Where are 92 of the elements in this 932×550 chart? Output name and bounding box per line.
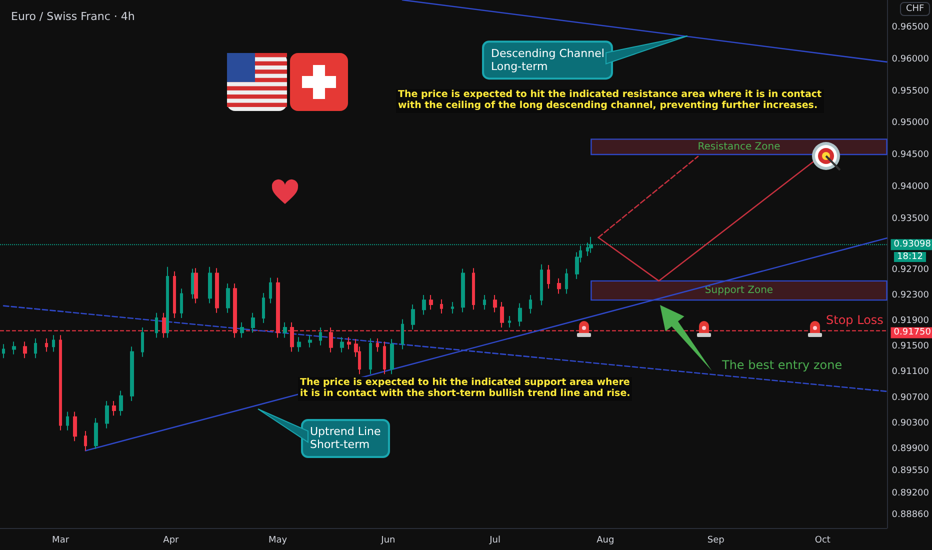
candlestick <box>319 327 322 346</box>
candlestick <box>472 268 475 310</box>
y-tick-label: 0.89200 <box>892 488 930 499</box>
candlestick <box>194 268 198 304</box>
candlestick <box>440 298 443 314</box>
candlestick <box>518 302 522 327</box>
candlestick <box>173 270 176 318</box>
candlestick <box>66 411 69 431</box>
candlestick <box>529 294 532 314</box>
x-tick-label: Sep <box>707 536 725 546</box>
y-tick-label: 0.91500 <box>892 342 930 352</box>
y-tick-label: 0.89550 <box>892 466 930 476</box>
candlestick <box>166 266 169 338</box>
candlestick <box>94 418 98 450</box>
candlestick <box>269 277 272 304</box>
candlestick <box>411 304 415 330</box>
ref-line-label: 0.91750 <box>894 328 932 338</box>
candlestick <box>251 312 255 334</box>
x-tick-label: Jul <box>488 536 500 546</box>
ref-line-label: 0.93098 <box>894 240 932 250</box>
candlestick <box>240 322 244 338</box>
x-tick-label: May <box>268 536 288 546</box>
y-tick-label: 0.93500 <box>892 214 930 224</box>
band-label: Resistance Zone <box>698 141 780 152</box>
candlestick <box>130 346 134 402</box>
y-tick-label: 0.94000 <box>892 182 930 192</box>
y-tick-label: 0.91900 <box>892 316 930 326</box>
candlestick <box>429 294 433 310</box>
candlestick <box>119 390 123 416</box>
annotation: Uptrend Line Short-term <box>310 425 381 452</box>
candlestick <box>308 334 312 348</box>
candlestick <box>191 268 194 300</box>
annotation: The best entry zone <box>722 358 842 373</box>
y-tick-label: 0.88860 <box>892 510 930 520</box>
y-tick-label: 0.95000 <box>892 118 930 128</box>
candlestick <box>547 264 550 290</box>
y-tick-label: 0.92700 <box>892 265 930 276</box>
candlestick <box>215 268 219 314</box>
candlestick <box>557 278 561 294</box>
y-tick-label: 0.90700 <box>892 392 930 403</box>
candlestick <box>340 336 344 353</box>
candlestick <box>565 268 568 294</box>
candlestick <box>401 318 404 350</box>
candlestick <box>347 336 351 350</box>
candlestick <box>73 411 77 442</box>
candlestick <box>141 327 144 358</box>
candlestick <box>283 322 287 338</box>
candlestick <box>383 341 386 375</box>
candlestick <box>262 292 265 324</box>
candlestick <box>508 316 511 328</box>
candlestick <box>422 294 426 316</box>
x-tick-label: Apr <box>163 536 180 546</box>
y-tick-label: 0.90300 <box>892 418 930 428</box>
candlestick <box>451 301 454 314</box>
x-tick-label: Mar <box>52 536 70 546</box>
candlestick <box>369 338 372 375</box>
candlestick <box>493 294 497 313</box>
candlestick <box>180 288 183 318</box>
band-label: Support Zone <box>704 284 774 296</box>
y-axis-title: CHF <box>900 2 930 16</box>
candlestick <box>208 266 212 304</box>
y-tick-label: 0.94500 <box>892 150 930 160</box>
annotation: Descending Channel Long-term <box>491 47 604 74</box>
y-tick-label: 0.91100 <box>892 367 930 378</box>
candlestick <box>376 338 379 352</box>
x-tick-label: Jun <box>380 536 396 546</box>
candlestick <box>105 400 109 429</box>
y-tick-label: 0.95500 <box>892 86 930 96</box>
candlestick <box>162 312 166 338</box>
x-tick-label: Oct <box>814 536 831 546</box>
y-tick-label: 0.96000 <box>892 54 930 64</box>
candlestick <box>297 336 301 352</box>
y-tick-label: 0.92300 <box>892 290 930 301</box>
candlestick <box>59 334 62 431</box>
candlestick <box>112 400 116 416</box>
text: Euro / Swiss Franc · 4h <box>11 10 135 23</box>
y-tick-label: 0.89900 <box>892 444 930 454</box>
candlestick <box>540 264 543 306</box>
candlestick <box>483 294 486 310</box>
annotation: Stop Loss <box>826 312 884 328</box>
annotation: The price is expected to hit the indicated resistance area where it is in contact with the ceiling of the long descending channel, preventing further increases. <box>396 89 824 113</box>
candlestick <box>390 338 394 375</box>
annotation: The price is expected to hit the indicated support area where it is in contact with the short-term bullish trend line and rise. <box>298 377 632 401</box>
candlestick <box>500 301 504 328</box>
candlestick <box>461 268 465 313</box>
candlestick <box>155 312 158 338</box>
candlestick <box>84 430 87 452</box>
y-tick-label: 0.96500 <box>892 22 930 32</box>
text: 18:12 <box>894 252 926 262</box>
x-tick-label: Aug <box>596 536 614 546</box>
candlestick <box>276 277 280 338</box>
candlestick <box>226 282 230 314</box>
